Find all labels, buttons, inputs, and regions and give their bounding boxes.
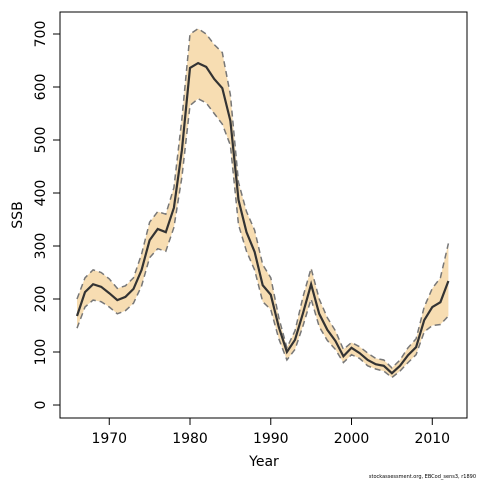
footnote: stockassessment.org, EBCod_sens3, r1890 — [369, 474, 476, 480]
y-tick-label: 100 — [33, 339, 49, 366]
x-axis-label: Year — [248, 454, 279, 470]
x-tick-label: 1990 — [253, 431, 289, 447]
plot-frame — [59, 11, 468, 419]
x-tick-label: 2000 — [334, 431, 370, 447]
x-tick-label: 1970 — [91, 431, 127, 447]
x-tick-label: 1980 — [172, 431, 208, 447]
y-tick-label: 0 — [33, 401, 49, 410]
y-tick-label: 700 — [33, 21, 49, 48]
y-axis-label: SSB — [10, 201, 26, 228]
confidence-band — [77, 28, 449, 378]
lower-bound — [76, 97, 449, 379]
y-tick-label: 200 — [33, 286, 49, 313]
upper-bound — [76, 27, 450, 369]
y-tick-label: 400 — [33, 180, 49, 207]
y-tick-label: 500 — [33, 127, 49, 154]
y-tick-label: 600 — [33, 74, 49, 101]
y-tick-label: 300 — [33, 233, 49, 260]
x-tick-label: 2010 — [414, 431, 450, 447]
ssb-line — [75, 61, 450, 375]
